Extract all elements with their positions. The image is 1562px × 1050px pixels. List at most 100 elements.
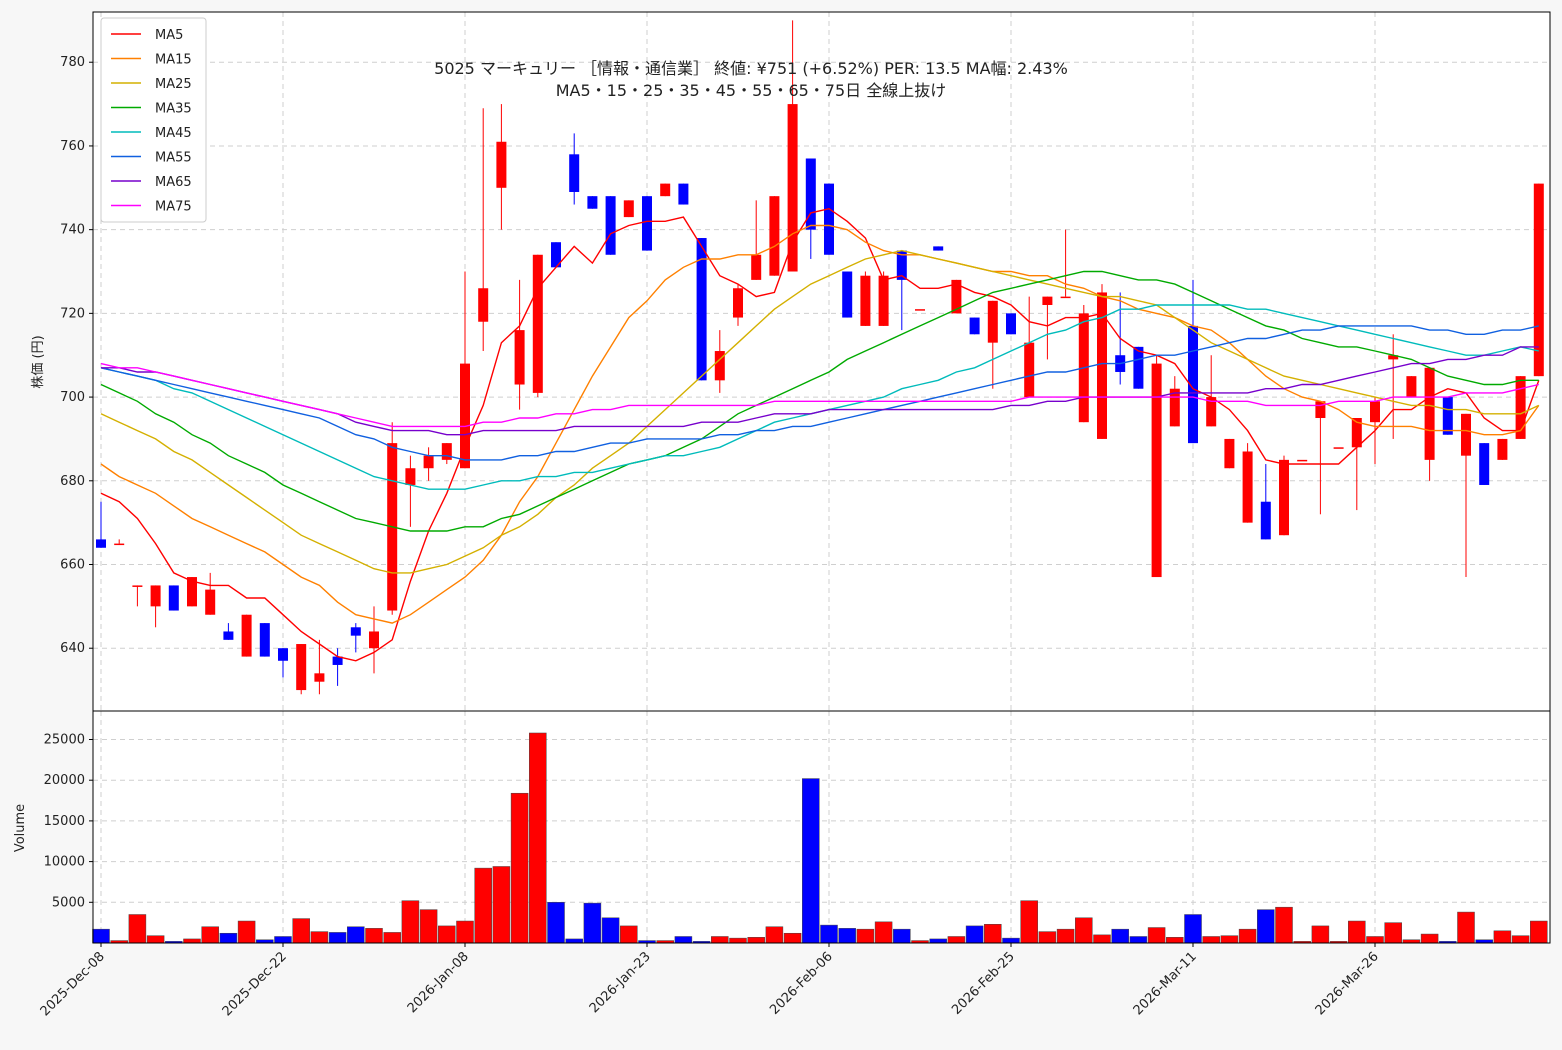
volume-tick-label: 25000 bbox=[44, 732, 85, 747]
candle-body bbox=[150, 585, 161, 607]
candle-body bbox=[441, 443, 452, 460]
volume-bar bbox=[274, 936, 292, 944]
volume-bar bbox=[984, 924, 1002, 944]
candle-body bbox=[350, 627, 361, 636]
volume-bar bbox=[1220, 935, 1239, 944]
volume-bar bbox=[237, 920, 256, 944]
candle-body bbox=[1297, 459, 1308, 462]
volume-bar bbox=[856, 928, 875, 944]
volume-tick-label: 20000 bbox=[44, 773, 85, 788]
legend-entry: MA5 bbox=[155, 28, 183, 43]
volume-bar bbox=[1147, 927, 1166, 944]
candle-body bbox=[878, 275, 889, 326]
candle-body bbox=[1442, 397, 1453, 435]
volume-bar bbox=[419, 909, 438, 944]
candle-body bbox=[1315, 401, 1326, 419]
candle-body bbox=[168, 585, 179, 611]
volume-bar bbox=[1257, 909, 1275, 944]
volume-axis-label: Volume bbox=[13, 804, 28, 852]
volume-bar bbox=[183, 938, 201, 944]
candle-body bbox=[259, 623, 270, 657]
candle-body bbox=[1333, 447, 1344, 449]
volume-bar bbox=[219, 932, 238, 944]
volume-bar bbox=[492, 866, 511, 944]
ma-line-ma55 bbox=[100, 325, 1539, 461]
volume-tick-label: 5000 bbox=[52, 895, 85, 910]
candle-body bbox=[969, 317, 980, 335]
volume-bar bbox=[438, 925, 456, 944]
volume-bar bbox=[1056, 928, 1075, 944]
volume-bar bbox=[1111, 928, 1129, 944]
volume-bar bbox=[1238, 928, 1257, 944]
ma-line-ma75 bbox=[100, 362, 1539, 428]
volume-bar bbox=[947, 936, 966, 944]
candle-body bbox=[1042, 296, 1053, 305]
candle-body bbox=[1224, 438, 1235, 469]
volume-bar bbox=[1202, 936, 1220, 944]
volume-bar bbox=[1493, 930, 1512, 944]
candle-body bbox=[805, 158, 816, 230]
candle-body bbox=[860, 275, 871, 326]
candle-body bbox=[514, 330, 525, 385]
candle-body bbox=[623, 200, 634, 218]
chart-title: 5025 マーキュリー ［情報・通信業］ 終値: ¥751 (+6.52%) P… bbox=[434, 59, 1068, 78]
candle-body bbox=[114, 543, 125, 546]
volume-bar bbox=[328, 932, 347, 944]
candle-body bbox=[369, 631, 379, 649]
price-panel bbox=[93, 12, 1550, 711]
volume-bar bbox=[1420, 933, 1439, 944]
candle-body bbox=[696, 238, 707, 381]
volume-bar bbox=[146, 935, 165, 944]
candle-body bbox=[1388, 355, 1399, 360]
candle-body bbox=[1188, 325, 1198, 444]
candle-body bbox=[842, 271, 853, 318]
candle-body bbox=[496, 141, 507, 188]
candle-body bbox=[569, 154, 580, 192]
candle-body bbox=[1351, 418, 1362, 448]
candle-body bbox=[478, 288, 489, 322]
candle-body bbox=[605, 196, 616, 255]
candle-body bbox=[1169, 388, 1180, 427]
legend-entry: MA55 bbox=[155, 151, 192, 166]
candle-body bbox=[1060, 296, 1071, 299]
legend-entry: MA65 bbox=[155, 175, 192, 190]
volume-bar bbox=[456, 920, 474, 944]
candle-body bbox=[787, 104, 798, 272]
volume-bar bbox=[365, 928, 383, 944]
volume-bar bbox=[292, 918, 310, 944]
volume-bar bbox=[729, 937, 747, 944]
volume-bar bbox=[1129, 936, 1148, 944]
legend-entry: MA25 bbox=[155, 77, 192, 92]
candle-body bbox=[915, 309, 925, 311]
volume-bar bbox=[1020, 900, 1038, 944]
candle-body bbox=[587, 196, 598, 209]
candle-body bbox=[1097, 292, 1107, 439]
candle-body bbox=[1151, 363, 1162, 578]
price-tick-label: 640 bbox=[60, 641, 85, 656]
volume-bar bbox=[1184, 914, 1202, 944]
volume-bar bbox=[620, 925, 638, 944]
candle-body bbox=[551, 242, 561, 268]
candle-body bbox=[332, 656, 343, 665]
candle-body bbox=[1406, 376, 1417, 398]
volume-bar bbox=[565, 938, 583, 944]
volume-bar bbox=[1530, 920, 1548, 944]
volume-bar bbox=[1311, 925, 1330, 944]
candle-body bbox=[933, 246, 944, 251]
candle-body bbox=[1424, 367, 1435, 460]
candle-body bbox=[1024, 342, 1035, 398]
volume-bar bbox=[802, 778, 820, 944]
volume-bar bbox=[820, 924, 838, 944]
volume-bar bbox=[547, 902, 565, 944]
volume-panel bbox=[93, 711, 1550, 943]
chart-subtitle: MA5・15・25・35・45・55・65・75日 全線上抜け bbox=[556, 81, 947, 100]
candle-body bbox=[733, 288, 743, 318]
price-tick-label: 660 bbox=[60, 558, 85, 573]
candle-body bbox=[824, 183, 834, 255]
volume-tick-label: 10000 bbox=[44, 855, 85, 870]
price-tick-label: 720 bbox=[60, 306, 85, 321]
candle-body bbox=[1006, 313, 1016, 335]
volume-bar bbox=[347, 926, 365, 944]
candle-body bbox=[460, 363, 470, 469]
